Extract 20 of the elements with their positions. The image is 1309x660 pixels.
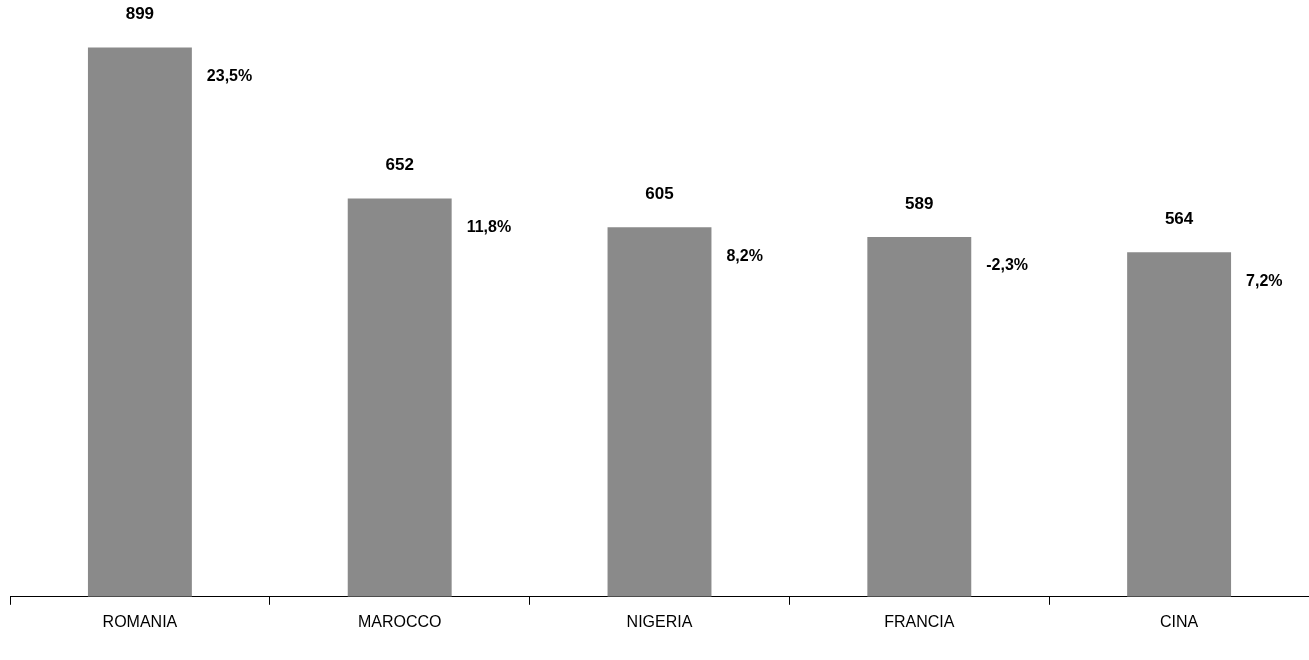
data-label: 605: [645, 183, 674, 203]
annotation: 23,5%: [206, 67, 253, 85]
x-tick-label: FRANCIA: [884, 612, 955, 630]
bar: [347, 198, 452, 597]
annotation: -2,3%: [986, 256, 1029, 274]
data-label: 899: [125, 4, 155, 24]
bar: [867, 236, 972, 597]
x-tick-label: CINA: [1159, 612, 1199, 630]
bar: [1127, 252, 1232, 597]
x-tick-label: MAROCCO: [357, 612, 442, 630]
annotation: 8,2%: [726, 246, 763, 264]
bar: [607, 227, 712, 597]
annotation: 11,8%: [466, 217, 512, 235]
data-label: 564: [1164, 208, 1194, 228]
data-label: 652: [385, 155, 414, 175]
bar: [87, 47, 192, 597]
x-tick-label: ROMANIA: [102, 612, 178, 630]
annotation: 7,2%: [1246, 271, 1283, 289]
data-label: 589: [905, 193, 934, 213]
x-tick-label: NIGERIA: [626, 612, 693, 630]
